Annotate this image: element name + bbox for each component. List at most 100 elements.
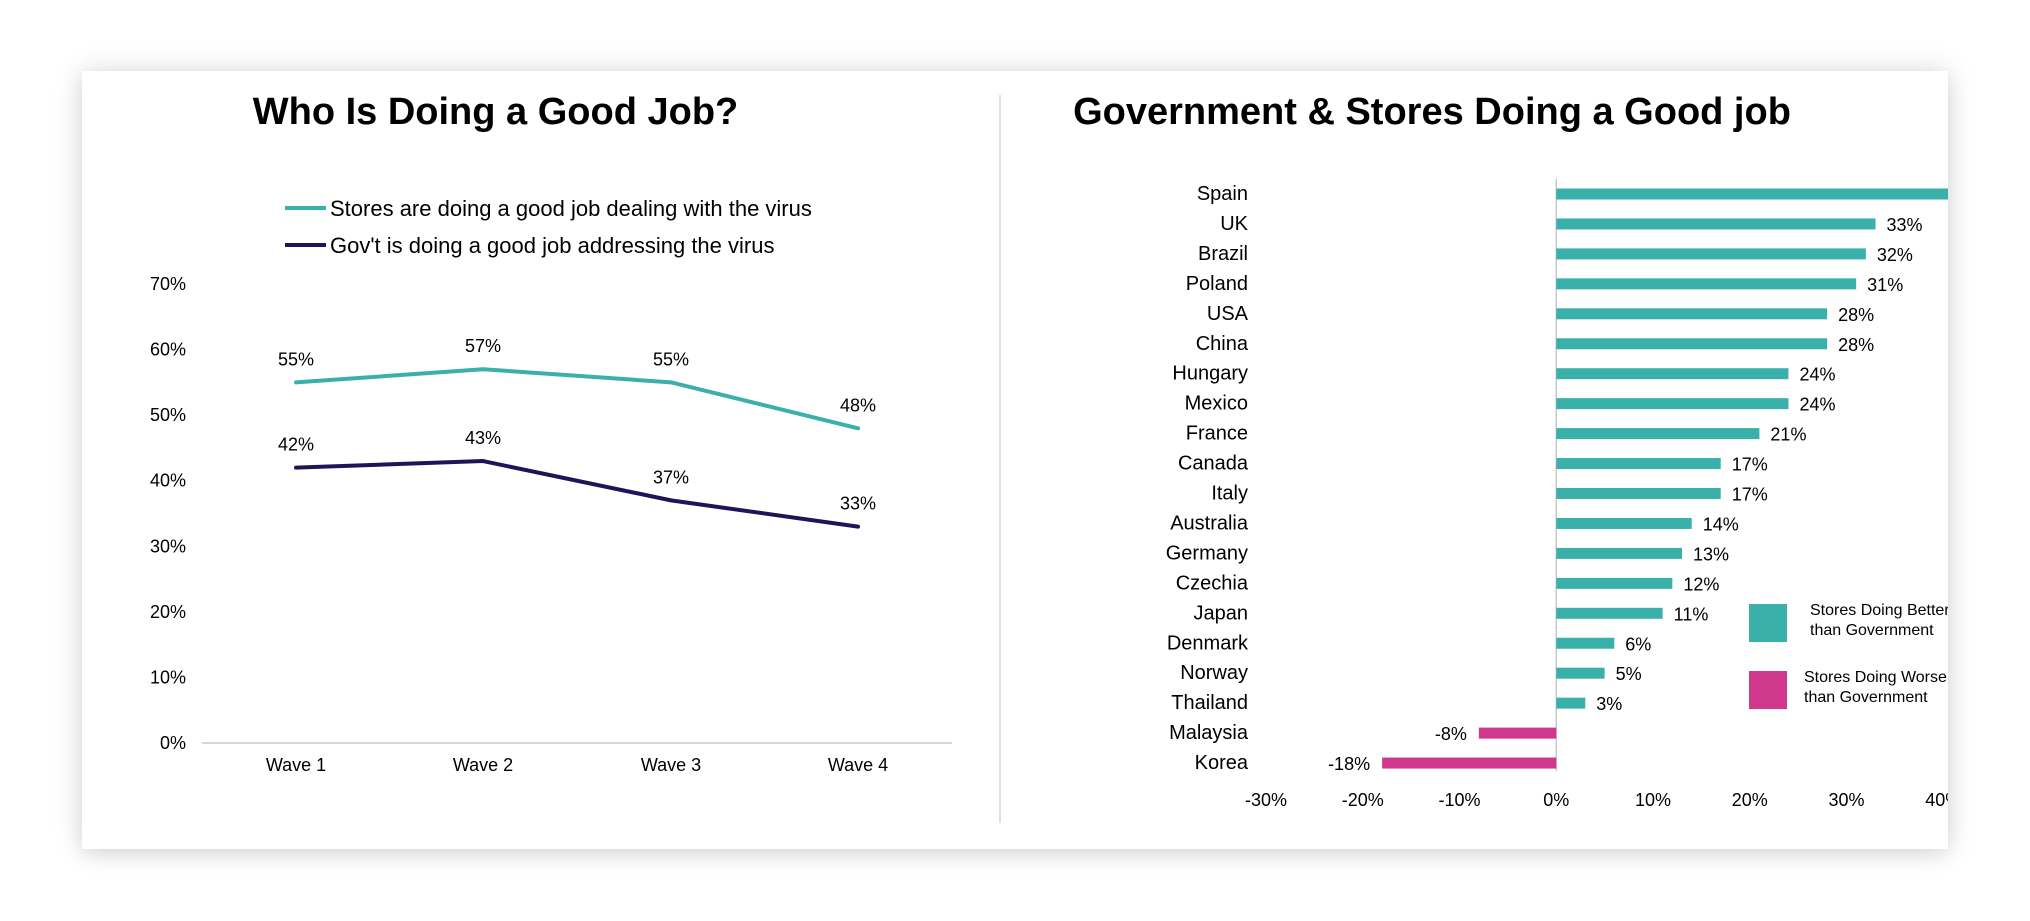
x-tick-label: 10% [1635, 790, 1671, 810]
bar [1556, 547, 1683, 559]
data-label: 17% [1732, 485, 1768, 505]
y-tick-label: 30% [150, 536, 186, 556]
line-chart-title: Who Is Doing a Good Job? [252, 91, 739, 133]
data-point [669, 498, 673, 503]
bar [1556, 488, 1721, 499]
bar [1556, 308, 1828, 320]
category-label: Malaysia [1169, 722, 1249, 744]
y-tick-label: 40% [150, 471, 186, 491]
data-point [669, 380, 673, 385]
bar [1556, 517, 1692, 529]
x-tick-label: 30% [1828, 790, 1864, 810]
x-tick-label: -30% [1245, 790, 1287, 810]
category-label: Brazil [1198, 243, 1248, 265]
bar [1556, 368, 1789, 380]
legend-label: than Government [1804, 689, 1928, 706]
category-label: Thailand [1171, 692, 1248, 714]
bar [1382, 757, 1557, 769]
data-label: 5% [1616, 664, 1642, 684]
x-tick-label: -10% [1438, 790, 1480, 810]
category-label: Czechia [1176, 572, 1249, 594]
bar [1556, 607, 1663, 619]
category-label: Denmark [1167, 632, 1249, 654]
data-label: 43% [465, 428, 501, 448]
category-label: Australia [1170, 512, 1249, 534]
data-label: 14% [1703, 514, 1739, 534]
legend-label: Gov't is doing a good job addressing the… [330, 233, 774, 258]
data-label: 6% [1625, 634, 1651, 654]
data-label: 24% [1799, 365, 1835, 385]
bar [1556, 637, 1615, 649]
data-label: 17% [1732, 455, 1768, 475]
bar [1556, 577, 1673, 589]
category-label: Japan [1194, 602, 1249, 624]
data-point [294, 380, 298, 385]
x-tick-label: 40% [1925, 790, 1948, 810]
category-label: USA [1207, 303, 1249, 325]
data-point [294, 465, 298, 470]
x-tick-label: Wave 1 [266, 755, 326, 775]
data-label: 21% [1770, 425, 1806, 445]
category-label: Mexico [1185, 393, 1248, 415]
y-tick-label: 10% [150, 667, 186, 687]
bar-chart: Spain42%UK33%Brazil32%Poland31%USA28%Chi… [1166, 179, 1948, 810]
category-label: Italy [1211, 483, 1248, 505]
data-label: 37% [653, 467, 689, 487]
y-tick-label: 50% [150, 405, 186, 425]
x-tick-label: Wave 3 [641, 755, 701, 775]
series-line [295, 459, 859, 529]
data-label: 12% [1683, 574, 1719, 594]
category-label: UK [1220, 213, 1248, 235]
legend-swatch [1749, 604, 1787, 642]
data-label: 55% [278, 349, 314, 369]
line-chart: 0% 10% 20% 30% 40% 50% 60% 70% Wave 1 Wave 2 Wave … [150, 196, 952, 775]
bar [1556, 398, 1789, 410]
bar [1556, 458, 1721, 470]
category-label: Germany [1166, 542, 1248, 564]
legend-label: Stores are doing a good job dealing with… [330, 196, 812, 221]
y-tick-label: 70% [150, 274, 186, 294]
series-line [295, 367, 859, 431]
category-label: Poland [1186, 273, 1248, 295]
data-point [856, 426, 860, 431]
category-label: France [1186, 423, 1248, 445]
data-label: -18% [1328, 754, 1370, 774]
chart-card: Who Is Doing a Good Job? Government & St… [82, 71, 1948, 849]
data-label: 42% [278, 435, 314, 455]
data-label: 32% [1877, 245, 1913, 265]
category-label: Canada [1178, 453, 1249, 475]
legend-swatch [1749, 671, 1787, 709]
bar [1556, 338, 1828, 350]
data-label: 33% [840, 494, 876, 514]
legend-label: Stores Doing Better [1810, 602, 1948, 619]
data-label: -8% [1435, 724, 1467, 744]
x-tick-label: -20% [1342, 790, 1384, 810]
panel-divider [999, 95, 1001, 823]
bar-chart-title: Government & Stores Doing a Good job [1073, 91, 1791, 133]
category-label: Korea [1195, 752, 1249, 774]
data-label: 28% [1838, 335, 1874, 355]
category-label: China [1196, 333, 1249, 355]
data-label: 33% [1887, 215, 1923, 235]
bar [1556, 218, 1876, 230]
x-tick-label: Wave 2 [453, 755, 513, 775]
data-point [856, 524, 860, 529]
bar [1478, 727, 1557, 739]
y-tick-label: 0% [160, 733, 186, 753]
data-label: 3% [1596, 694, 1622, 714]
category-label: Hungary [1172, 363, 1248, 385]
legend-label: Stores Doing Worse [1804, 669, 1947, 686]
bar [1556, 188, 1948, 200]
x-tick-label: 20% [1732, 790, 1768, 810]
data-point [481, 459, 485, 464]
bar [1556, 697, 1586, 709]
data-label: 31% [1867, 275, 1903, 295]
category-label: Spain [1197, 183, 1248, 205]
data-label: 57% [465, 336, 501, 356]
legend-label: than Government [1810, 622, 1934, 639]
data-label: 13% [1693, 544, 1729, 564]
data-label: 48% [840, 395, 876, 415]
bar [1556, 248, 1866, 260]
y-tick-label: 20% [150, 602, 186, 622]
bar [1556, 667, 1605, 679]
